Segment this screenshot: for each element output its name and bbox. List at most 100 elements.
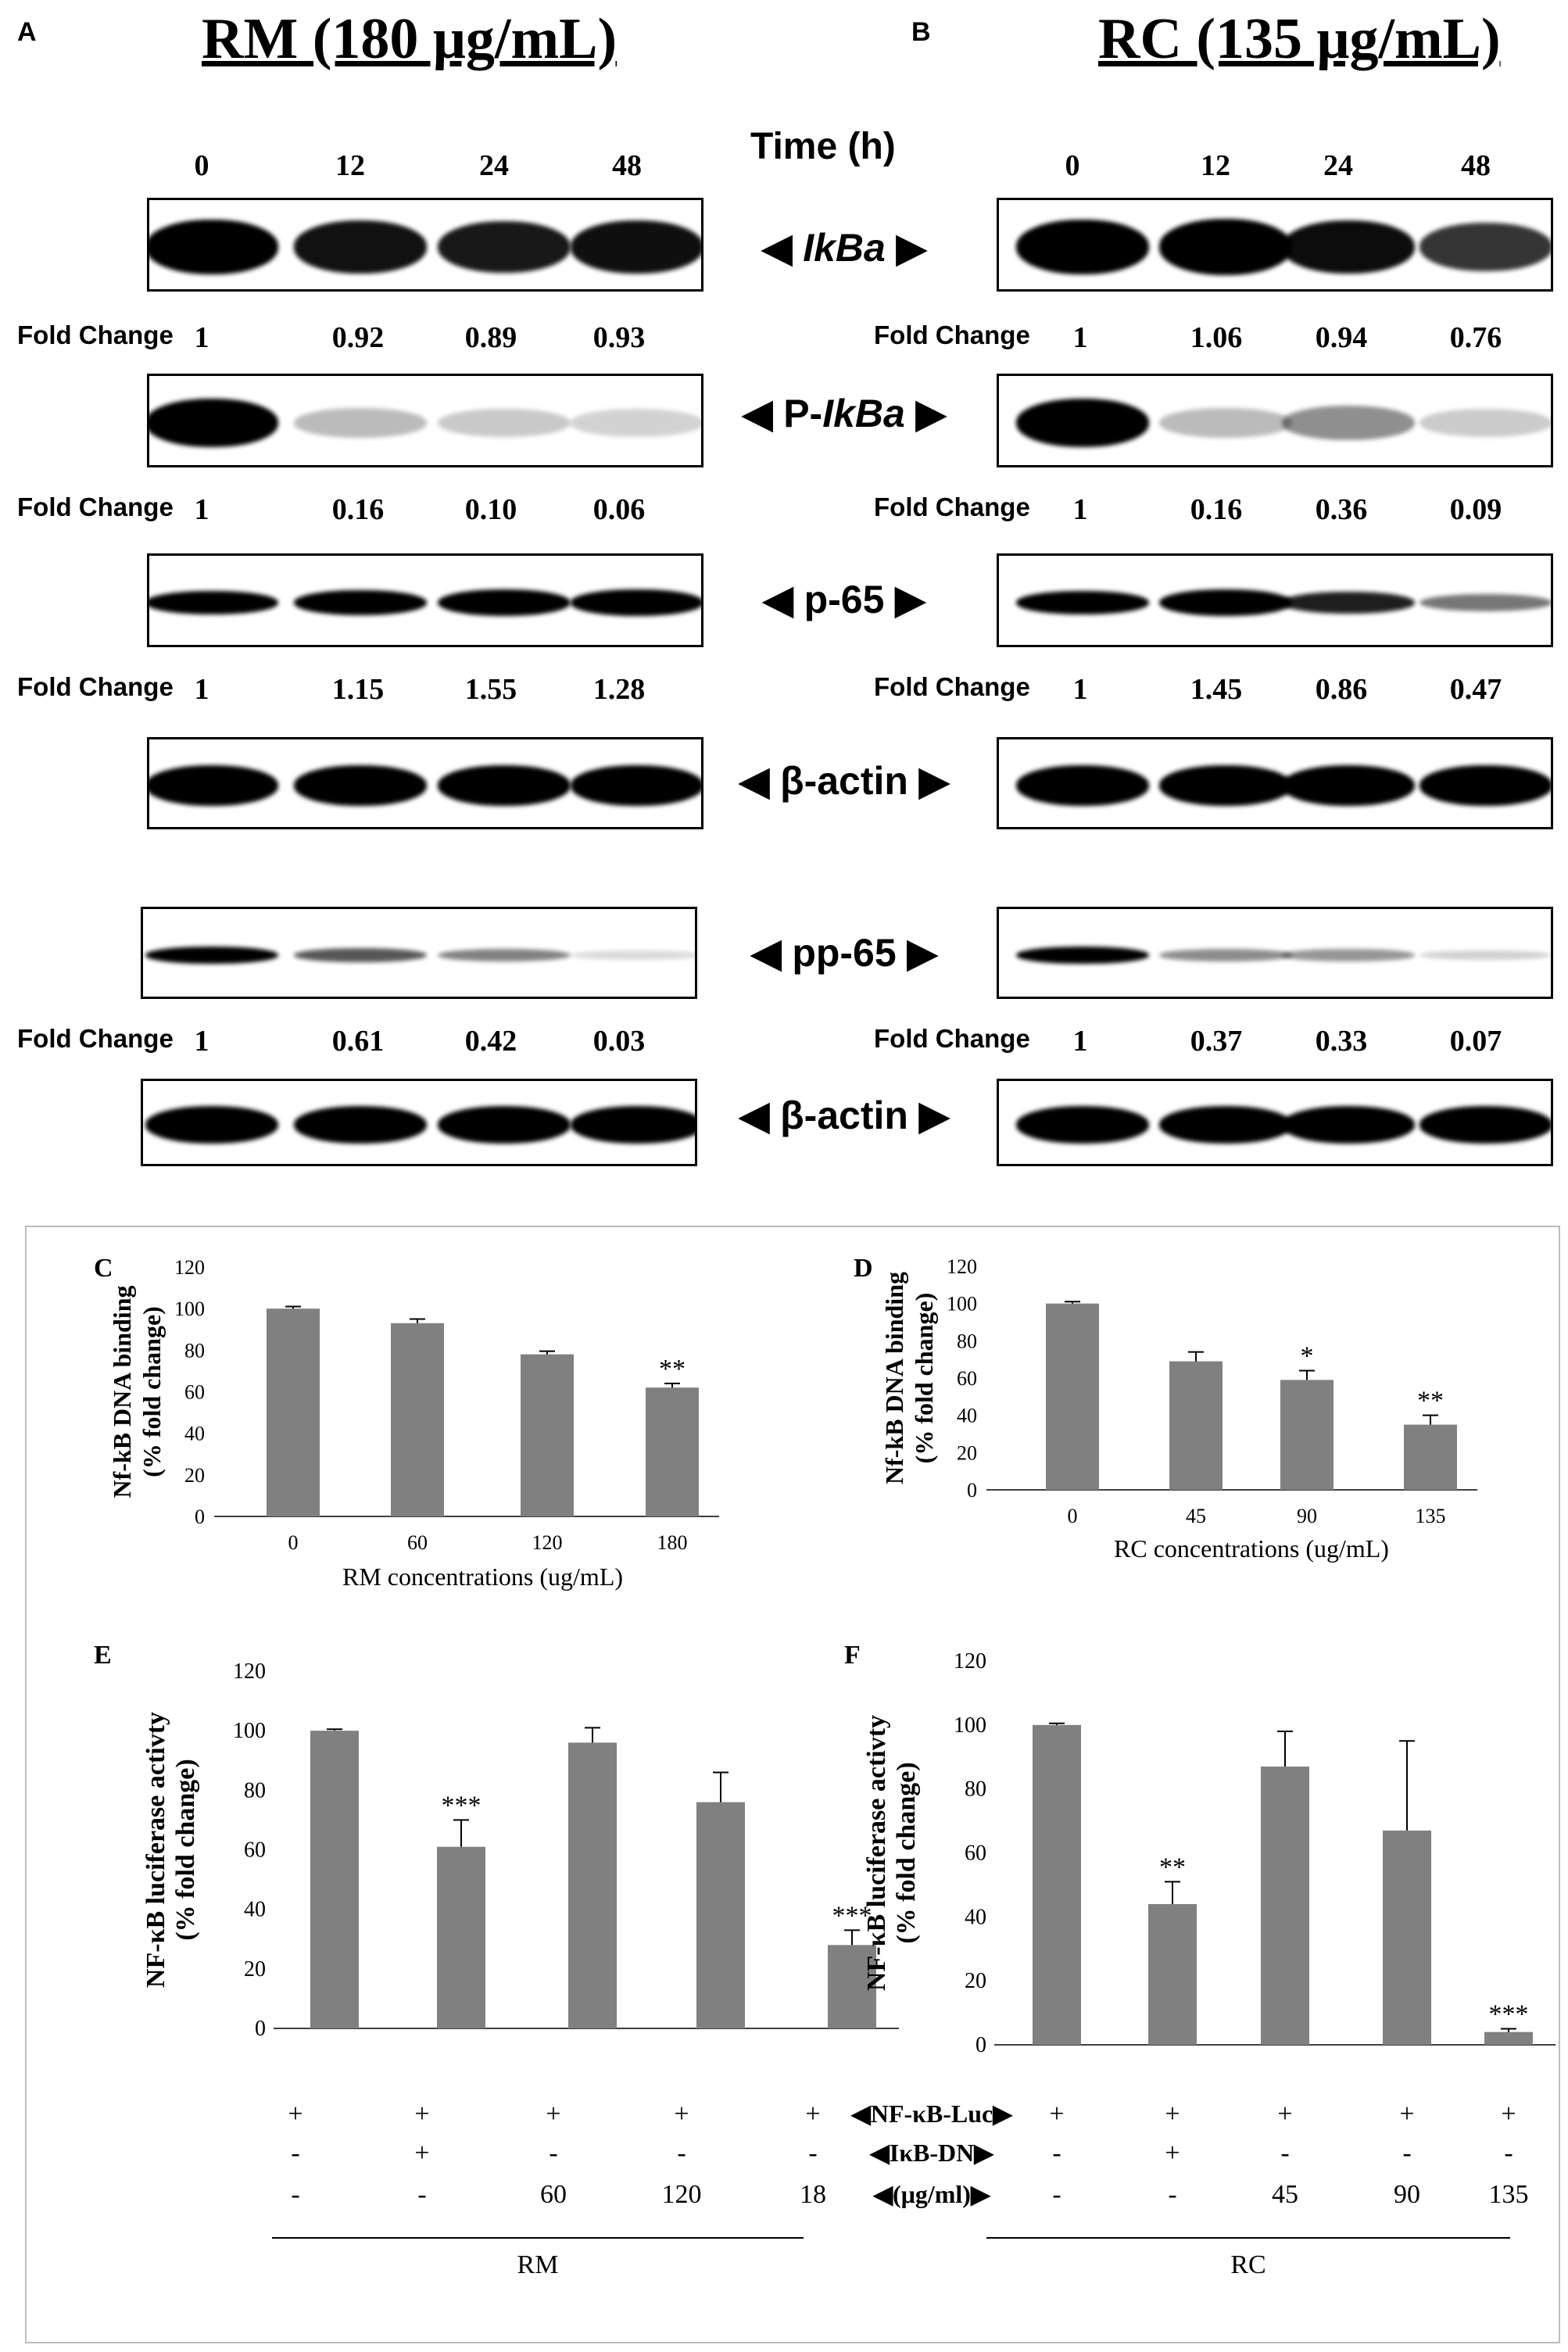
treatment-symbol: - — [1052, 2139, 1061, 2168]
protein-band — [1016, 591, 1149, 614]
bar — [1484, 2032, 1533, 2045]
y-axis-label: Nf-kB DNA binding — [880, 1272, 908, 1484]
treatment-symbol: - — [1402, 2139, 1411, 2168]
protein-band — [294, 220, 427, 274]
blot-membrane — [147, 374, 703, 467]
fold-change-value: 0.92 — [331, 321, 385, 354]
protein-band — [571, 220, 701, 274]
protein-band — [1016, 220, 1149, 274]
bar — [310, 1731, 359, 2028]
chart-panel-letter: F — [844, 1641, 861, 1670]
treatment-symbol: + — [1165, 2100, 1180, 2128]
fold-change-value: 0.42 — [464, 1025, 517, 1058]
bar — [1169, 1361, 1223, 1490]
fold-change-value: 1 — [194, 493, 209, 526]
protein-label: ◀ IkBa ▶ — [761, 226, 927, 270]
treatment-symbol: + — [546, 2100, 560, 2128]
blot-title: RM (180 μg/mL) — [202, 7, 618, 71]
protein-band — [149, 220, 278, 274]
fold-change-label: Fold Change — [874, 1024, 1030, 1053]
fold-change-label: Fold Change — [17, 672, 174, 701]
protein-band — [145, 1106, 278, 1144]
y-tick-label: 120 — [233, 1659, 266, 1684]
fold-change-value: 0.93 — [592, 321, 646, 354]
treatment-symbol: + — [805, 2100, 820, 2128]
treatment-symbol: - — [417, 2180, 426, 2209]
blot-membrane — [141, 1079, 697, 1166]
fold-change-label: Fold Change — [874, 320, 1030, 349]
treatment-symbol: - — [808, 2139, 817, 2168]
fold-change-value: 0.06 — [592, 493, 646, 526]
time-label: 24 — [1323, 149, 1353, 182]
x-tick-label: 90 — [1297, 1505, 1317, 1527]
fold-change-value: 1.55 — [464, 673, 517, 706]
bar — [267, 1308, 320, 1516]
bar — [1383, 1830, 1431, 2045]
protein-label-italic: IkBa — [803, 226, 886, 270]
treatment-symbol: - — [1280, 2139, 1289, 2168]
fold-change-value: 0.03 — [592, 1025, 646, 1058]
protein-band — [438, 948, 571, 962]
y-tick-label: 40 — [957, 1405, 977, 1427]
treatment-symbol: - — [291, 2139, 299, 2168]
protein-band — [1282, 405, 1415, 441]
blot-title: RC (135 μg/mL) — [1098, 7, 1501, 71]
fold-change-value: 0.47 — [1449, 673, 1502, 706]
fold-change-value: 1.45 — [1190, 673, 1243, 706]
x-tick-label: 120 — [532, 1531, 563, 1554]
fold-change-value: 1 — [194, 673, 209, 706]
treatment-symbol: - — [291, 2180, 299, 2209]
fold-change-value: 0.33 — [1315, 1025, 1368, 1058]
protein-band — [1282, 591, 1415, 614]
protein-band — [571, 950, 695, 961]
time-label: 0 — [1065, 149, 1080, 182]
protein-band — [1282, 949, 1415, 961]
bar — [1148, 1903, 1197, 2045]
fold-change-value: 0.86 — [1315, 673, 1368, 706]
protein-band — [294, 1106, 427, 1144]
y-axis-label: (% fold change) — [171, 1759, 200, 1940]
fold-change-value: 1 — [1072, 493, 1088, 526]
treatment-symbol: + — [674, 2100, 689, 2128]
y-tick-label: 100 — [947, 1293, 977, 1316]
fold-change-value: 0.09 — [1449, 493, 1502, 526]
y-tick-label: 20 — [184, 1464, 205, 1487]
group-label: RC — [1230, 2250, 1265, 2279]
fold-change-value: 0.89 — [464, 321, 517, 354]
bar — [696, 1802, 745, 2028]
treatment-symbol: + — [1165, 2139, 1180, 2168]
treatment-symbol: - — [1168, 2180, 1176, 2209]
bar — [646, 1387, 699, 1516]
fold-change-label: Fold Change — [17, 320, 174, 349]
x-tick-label: 180 — [657, 1531, 688, 1554]
treatment-symbol: 18 — [800, 2180, 826, 2209]
treatment-symbol: + — [1277, 2100, 1292, 2128]
bar-chart-frame — [25, 1226, 1560, 2343]
panel-letter: B — [911, 17, 931, 47]
fold-change-value: 1 — [1072, 673, 1088, 706]
x-tick-label: 0 — [1068, 1505, 1078, 1527]
fold-change-value: 0.37 — [1190, 1025, 1243, 1058]
fold-change-label: Fold Change — [874, 492, 1030, 521]
bar — [521, 1354, 574, 1516]
treatment-symbol: - — [1052, 2180, 1061, 2209]
protein-label-italic: IkBa — [822, 392, 905, 435]
treatment-symbol: + — [1501, 2100, 1516, 2128]
fold-change-value: 0.61 — [331, 1025, 385, 1058]
fold-change-value: 0.16 — [331, 493, 385, 526]
fold-change-value: 1 — [194, 1025, 209, 1058]
fold-change-value: 1.28 — [592, 673, 646, 706]
protein-band — [1016, 1106, 1149, 1144]
time-label: 12 — [1201, 149, 1230, 182]
y-tick-label: 40 — [184, 1423, 205, 1445]
x-tick-label: 135 — [1416, 1505, 1446, 1527]
protein-band — [1282, 765, 1415, 806]
protein-band — [1282, 220, 1415, 274]
time-label: 24 — [479, 149, 509, 182]
significance-marker: ** — [1159, 1853, 1186, 1881]
treatment-symbol: 45 — [1272, 2180, 1298, 2209]
protein-band — [1419, 950, 1551, 961]
protein-band — [1159, 407, 1292, 439]
chart-panel-letter: C — [94, 1254, 113, 1283]
